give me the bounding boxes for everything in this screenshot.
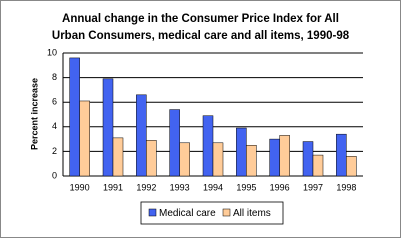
- x-tick-label: 1991: [103, 182, 123, 192]
- bar: [169, 109, 180, 177]
- bar: [269, 138, 280, 177]
- x-tick-label: 1995: [236, 182, 256, 192]
- x-tick-label: 1993: [170, 182, 190, 192]
- y-tick-label: 6: [52, 97, 57, 107]
- bar: [236, 127, 247, 177]
- bar: [79, 100, 90, 177]
- y-tick-label: 4: [52, 121, 57, 131]
- plot: Percent increase 0 2 4 6 8 10 1990 1991 1992 1993…: [29, 47, 363, 225]
- bar: [279, 135, 290, 177]
- x-tick-label: 1992: [136, 182, 156, 192]
- bar: [69, 57, 80, 177]
- legend-label: Medical care: [159, 208, 216, 219]
- legend-label: All items: [233, 208, 271, 219]
- y-tick-label: 10: [47, 47, 57, 57]
- bar: [302, 141, 314, 177]
- bar: [179, 142, 190, 177]
- x-tick-label: 1990: [70, 182, 90, 192]
- bar: [312, 154, 324, 177]
- legend-box: [140, 201, 284, 225]
- x-tick-label: 1994: [203, 182, 223, 192]
- chart-title: Annual change in the Consumer Price Inde…: [51, 13, 350, 42]
- bar: [136, 94, 147, 177]
- bar: [346, 156, 357, 177]
- x-tick-label: 1998: [336, 182, 356, 192]
- y-tick-label: 8: [52, 72, 57, 82]
- y-tick-label: 2: [52, 146, 57, 156]
- y-tick-label: 0: [52, 170, 57, 180]
- bar: [202, 115, 214, 177]
- legend-swatch: [222, 208, 231, 217]
- x-tick-label: 1997: [303, 182, 323, 192]
- bar: [146, 140, 157, 177]
- bar: [112, 137, 124, 177]
- bar: [246, 145, 257, 177]
- y-axis-label: Percent increase: [29, 78, 39, 150]
- bar: [336, 133, 347, 177]
- bar: [212, 142, 224, 177]
- bar: [102, 78, 114, 177]
- x-tick-label: 1996: [270, 182, 290, 192]
- legend-swatch: [148, 208, 157, 217]
